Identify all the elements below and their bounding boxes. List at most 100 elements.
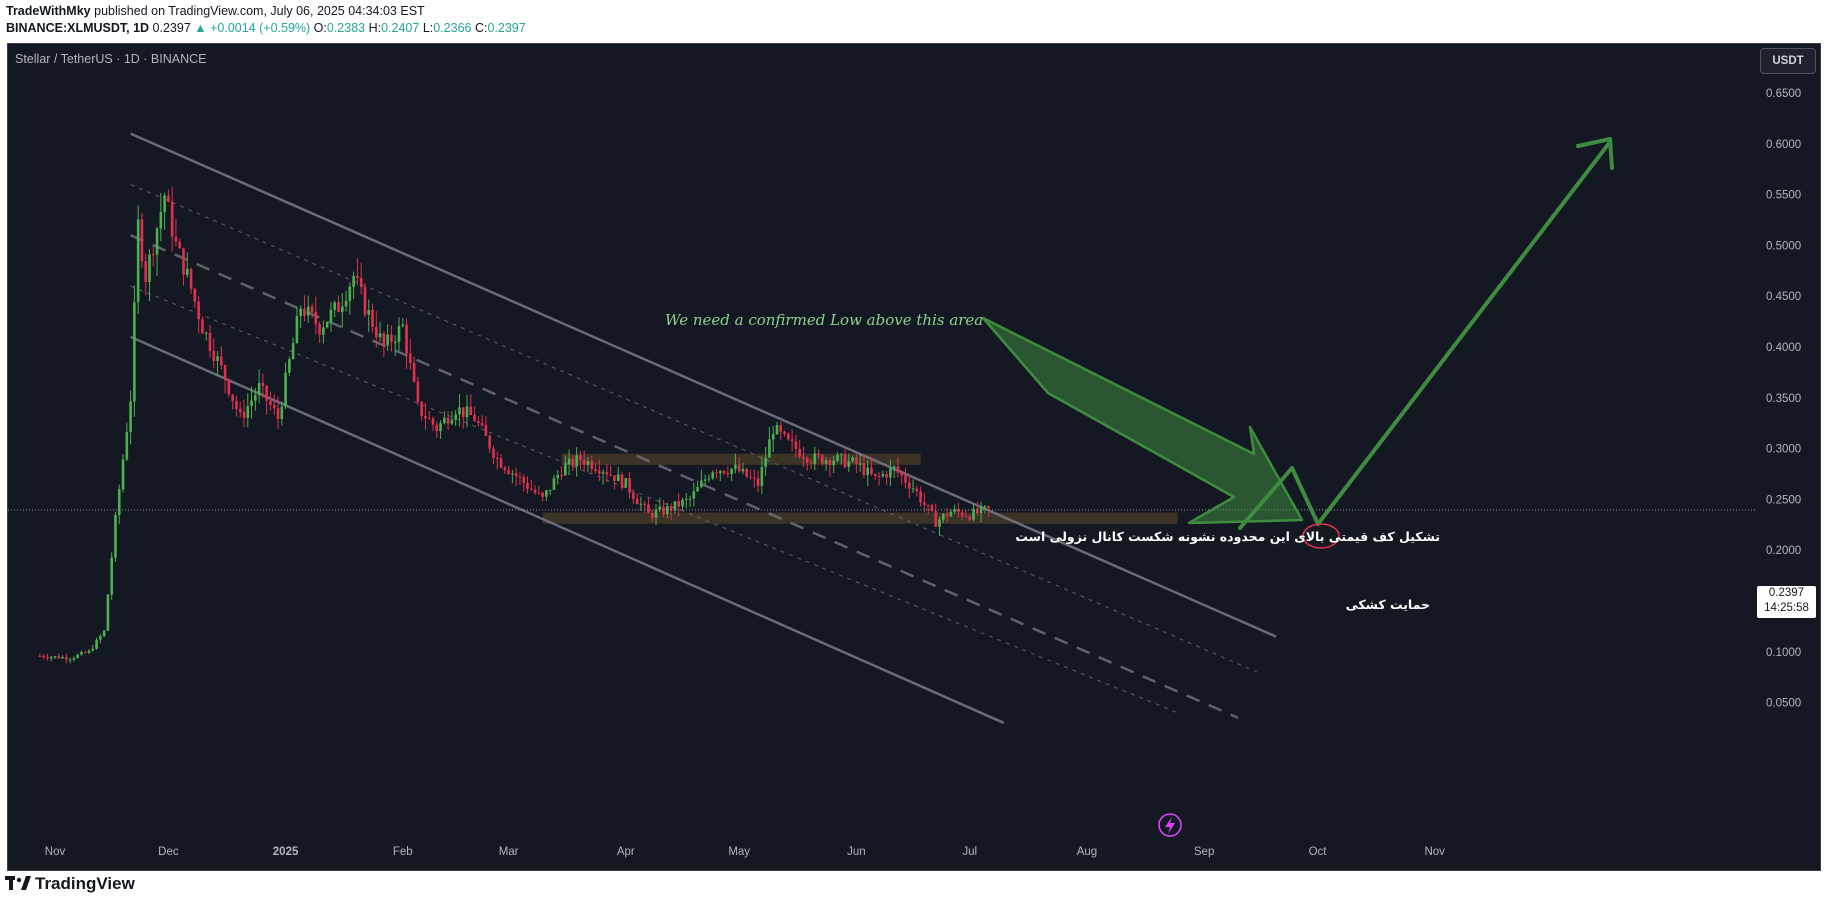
x-tick-label: Jun [847, 846, 866, 858]
projection-arrow[interactable] [1238, 140, 1612, 530]
y-tick-label: 0.3000 [1766, 444, 1801, 456]
candle-body [734, 464, 737, 469]
candle-body [318, 324, 321, 335]
candle-body [102, 630, 106, 637]
candle [904, 467, 907, 489]
candle-body [556, 475, 560, 479]
candle [851, 455, 854, 464]
tradingview-logo-icon [5, 876, 31, 892]
candle [435, 421, 439, 438]
candle [666, 502, 669, 518]
annotation-text-resistance[interactable]: تشکیل کف قیمتی بالای این محدوده نشونه شک… [1015, 529, 1440, 544]
currency-button[interactable]: USDT [1760, 48, 1816, 74]
candle-body [620, 474, 624, 488]
candle-body [91, 648, 95, 651]
candle [371, 303, 374, 333]
candle-body [95, 639, 98, 649]
candle [609, 465, 612, 477]
candle-body [579, 455, 582, 460]
candle [650, 509, 654, 523]
candle [507, 466, 510, 476]
lightning-glyph [1165, 817, 1175, 834]
candle-body [356, 276, 359, 278]
y-tick-label: 0.4500 [1766, 291, 1801, 303]
candle-body [696, 487, 699, 492]
candle [983, 505, 987, 514]
big-arrow-annotation[interactable] [981, 316, 1304, 525]
annotation-text-support[interactable]: حمایت کشکی [1346, 597, 1430, 612]
candle-body [371, 310, 374, 327]
candle-body [201, 319, 204, 334]
candle [306, 295, 310, 323]
author-name[interactable]: TradeWithMky [6, 4, 91, 18]
candle [828, 457, 832, 477]
candle-body [983, 506, 987, 508]
candle [681, 497, 684, 511]
candle-body [662, 506, 665, 515]
annotation-text-english[interactable]: We need a confirmed Low above this area [665, 311, 983, 329]
candle-body [805, 458, 809, 463]
candle [715, 469, 718, 479]
candle-body [571, 458, 575, 467]
candle [684, 493, 688, 509]
candle-body [548, 489, 552, 491]
candle [291, 337, 295, 360]
candle [405, 318, 408, 369]
candle [208, 324, 212, 358]
y-tick-label: 0.2000 [1766, 545, 1801, 557]
candle [533, 485, 537, 496]
candle [223, 364, 227, 394]
candle-body [242, 411, 246, 418]
candle [926, 504, 930, 514]
candle-body [960, 512, 964, 517]
candle-body [976, 508, 979, 513]
candle-body [465, 406, 469, 418]
candle [696, 480, 699, 492]
candle [420, 401, 423, 421]
candle-body [533, 489, 537, 493]
candle-body [707, 478, 711, 480]
candle [178, 238, 182, 249]
y-tick-label: 0.3500 [1766, 393, 1801, 405]
candle [359, 263, 363, 295]
support-zone [542, 512, 1178, 524]
tradingview-footer[interactable]: TradingView [5, 872, 205, 896]
candle-body [352, 276, 355, 287]
y-tick-label: 0.5000 [1766, 240, 1801, 252]
candle-body [839, 454, 843, 456]
candle [322, 320, 325, 344]
candle-body [881, 474, 885, 477]
candle-body [575, 455, 578, 467]
candle [730, 467, 733, 482]
x-tick-label: Jul [962, 846, 977, 858]
candle [934, 503, 938, 528]
candle [707, 474, 711, 483]
candle [65, 653, 68, 664]
candle-body [322, 327, 325, 335]
last-price: 0.2397 [152, 21, 191, 35]
candle [964, 510, 968, 519]
candle-body [802, 456, 805, 459]
candle [272, 394, 276, 416]
candle-body [552, 478, 556, 490]
candle [862, 455, 866, 479]
candle [314, 296, 318, 335]
candle-body [756, 478, 760, 486]
candle-body [484, 425, 488, 436]
candle-body [590, 460, 594, 470]
candle-body [427, 418, 431, 420]
candle [480, 415, 484, 428]
candle-body [813, 453, 817, 464]
publish-info: TradeWithMky published on TradingView.co… [6, 4, 425, 18]
candle-body [609, 474, 612, 476]
candle-body [775, 425, 779, 435]
candle [598, 459, 601, 481]
breakout-circle[interactable] [1302, 523, 1340, 549]
candle [805, 456, 809, 471]
candle-body [892, 466, 896, 469]
candle [235, 395, 238, 417]
candle-body [836, 454, 839, 461]
candle-body [598, 470, 601, 474]
candle [541, 491, 544, 502]
